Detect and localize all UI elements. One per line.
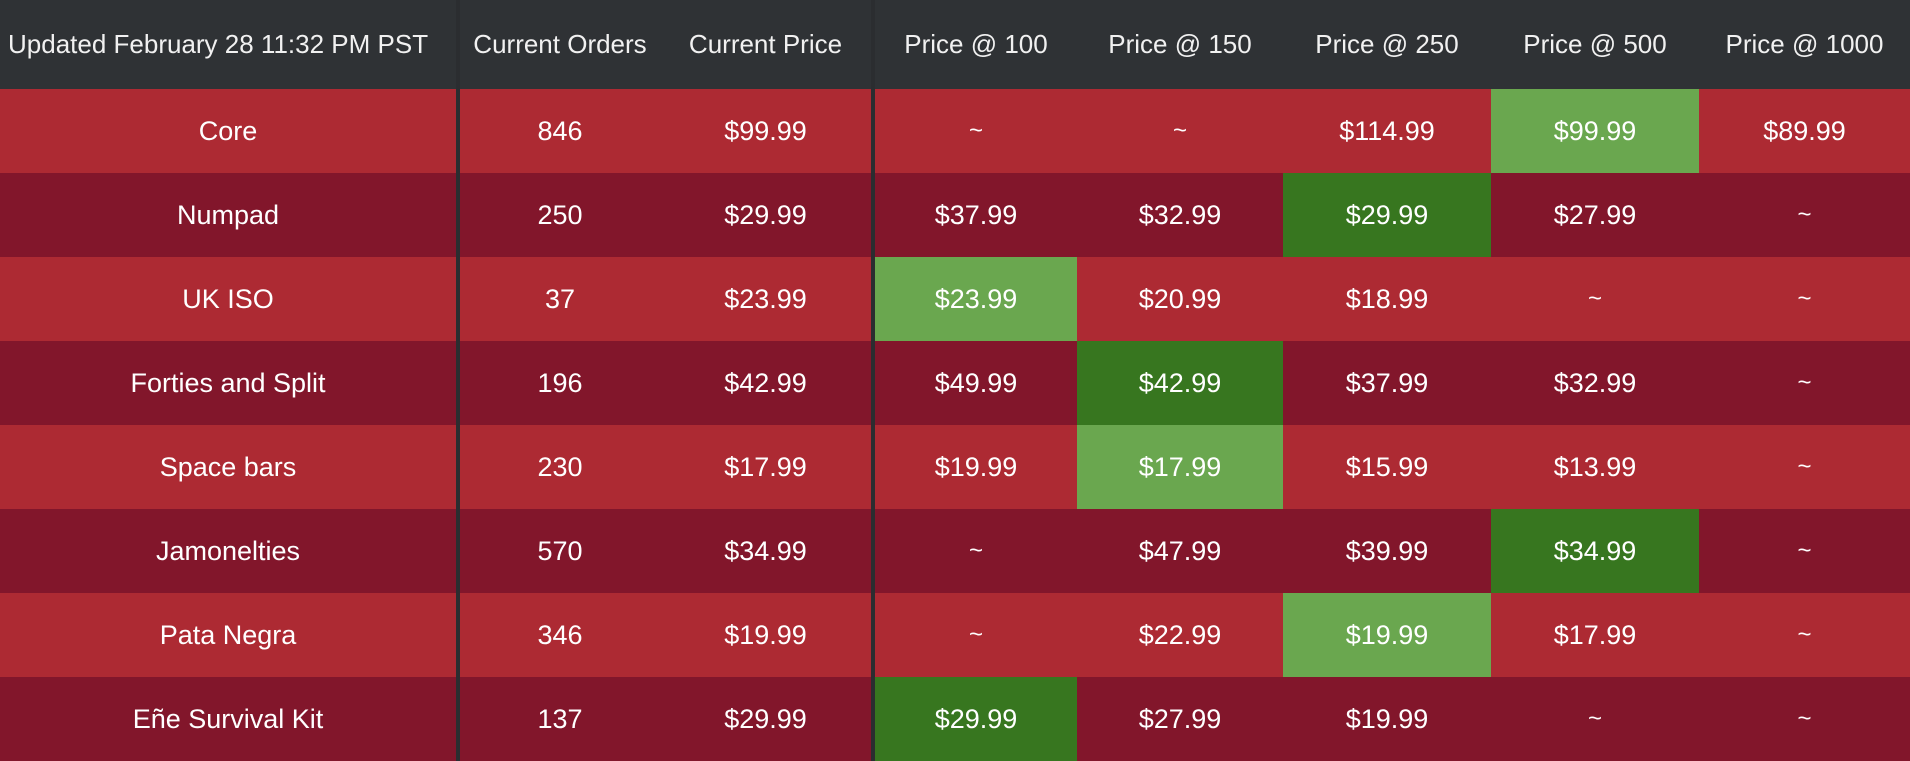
cell-price-1000: ~ <box>1699 593 1910 677</box>
cell-price-100: ~ <box>875 89 1077 173</box>
column-divider <box>456 509 460 593</box>
cell-price-250: $29.99 <box>1283 173 1491 257</box>
cell-price-500: ~ <box>1491 257 1699 341</box>
cell-current-orders: 230 <box>460 425 660 509</box>
cell-price-250: $18.99 <box>1283 257 1491 341</box>
cell-price-100: ~ <box>875 509 1077 593</box>
column-divider <box>456 677 460 761</box>
column-divider <box>456 89 460 173</box>
cell-current-orders: 37 <box>460 257 660 341</box>
cell-current-price: $42.99 <box>660 341 871 425</box>
cell-current-price: $29.99 <box>660 173 871 257</box>
column-divider <box>871 341 875 425</box>
header-current-price: Current Price <box>660 0 871 89</box>
header-current-orders: Current Orders <box>460 0 660 89</box>
cell-current-orders: 137 <box>460 677 660 761</box>
updated-timestamp: Updated February 28 11:32 PM PST <box>0 0 456 89</box>
column-divider <box>871 257 875 341</box>
cell-price-100: $37.99 <box>875 173 1077 257</box>
cell-price-150: $27.99 <box>1077 677 1283 761</box>
cell-price-150: $47.99 <box>1077 509 1283 593</box>
row-product-name: Forties and Split <box>0 341 456 425</box>
row-product-name: Space bars <box>0 425 456 509</box>
column-divider <box>871 0 875 89</box>
cell-current-price: $99.99 <box>660 89 871 173</box>
cell-current-price: $17.99 <box>660 425 871 509</box>
cell-price-100: $29.99 <box>875 677 1077 761</box>
cell-price-250: $37.99 <box>1283 341 1491 425</box>
cell-price-150: $17.99 <box>1077 425 1283 509</box>
cell-current-orders: 570 <box>460 509 660 593</box>
row-product-name: UK ISO <box>0 257 456 341</box>
cell-price-100: $19.99 <box>875 425 1077 509</box>
cell-price-150: $20.99 <box>1077 257 1283 341</box>
cell-price-100: ~ <box>875 593 1077 677</box>
column-divider <box>871 173 875 257</box>
column-divider <box>871 593 875 677</box>
column-divider <box>456 0 460 89</box>
cell-price-250: $39.99 <box>1283 509 1491 593</box>
cell-price-1000: ~ <box>1699 677 1910 761</box>
row-product-name: Jamonelties <box>0 509 456 593</box>
header-price-150: Price @ 150 <box>1077 0 1283 89</box>
cell-current-price: $29.99 <box>660 677 871 761</box>
column-divider <box>871 509 875 593</box>
column-divider <box>456 425 460 509</box>
cell-current-orders: 846 <box>460 89 660 173</box>
cell-price-150: $42.99 <box>1077 341 1283 425</box>
header-price-100: Price @ 100 <box>875 0 1077 89</box>
cell-current-orders: 346 <box>460 593 660 677</box>
cell-price-1000: ~ <box>1699 509 1910 593</box>
header-price-500: Price @ 500 <box>1491 0 1699 89</box>
column-divider <box>871 89 875 173</box>
cell-price-150: $22.99 <box>1077 593 1283 677</box>
column-divider <box>456 593 460 677</box>
column-divider <box>871 425 875 509</box>
header-price-1000: Price @ 1000 <box>1699 0 1910 89</box>
column-divider <box>871 677 875 761</box>
cell-price-250: $15.99 <box>1283 425 1491 509</box>
cell-price-150: ~ <box>1077 89 1283 173</box>
cell-current-price: $23.99 <box>660 257 871 341</box>
cell-price-500: $32.99 <box>1491 341 1699 425</box>
row-product-name: Pata Negra <box>0 593 456 677</box>
cell-price-1000: ~ <box>1699 173 1910 257</box>
cell-current-price: $19.99 <box>660 593 871 677</box>
cell-current-orders: 250 <box>460 173 660 257</box>
cell-price-1000: $89.99 <box>1699 89 1910 173</box>
cell-price-1000: ~ <box>1699 341 1910 425</box>
cell-price-500: $99.99 <box>1491 89 1699 173</box>
cell-price-500: $13.99 <box>1491 425 1699 509</box>
row-product-name: Core <box>0 89 456 173</box>
row-product-name: Numpad <box>0 173 456 257</box>
cell-price-500: $17.99 <box>1491 593 1699 677</box>
header-price-250: Price @ 250 <box>1283 0 1491 89</box>
cell-price-250: $19.99 <box>1283 677 1491 761</box>
cell-current-orders: 196 <box>460 341 660 425</box>
row-product-name: Eñe Survival Kit <box>0 677 456 761</box>
cell-current-price: $34.99 <box>660 509 871 593</box>
column-divider <box>456 173 460 257</box>
column-divider <box>456 341 460 425</box>
cell-price-100: $23.99 <box>875 257 1077 341</box>
cell-price-1000: ~ <box>1699 257 1910 341</box>
cell-price-250: $114.99 <box>1283 89 1491 173</box>
cell-price-150: $32.99 <box>1077 173 1283 257</box>
cell-price-100: $49.99 <box>875 341 1077 425</box>
cell-price-250: $19.99 <box>1283 593 1491 677</box>
cell-price-500: $34.99 <box>1491 509 1699 593</box>
cell-price-500: $27.99 <box>1491 173 1699 257</box>
cell-price-500: ~ <box>1491 677 1699 761</box>
cell-price-1000: ~ <box>1699 425 1910 509</box>
column-divider <box>456 257 460 341</box>
